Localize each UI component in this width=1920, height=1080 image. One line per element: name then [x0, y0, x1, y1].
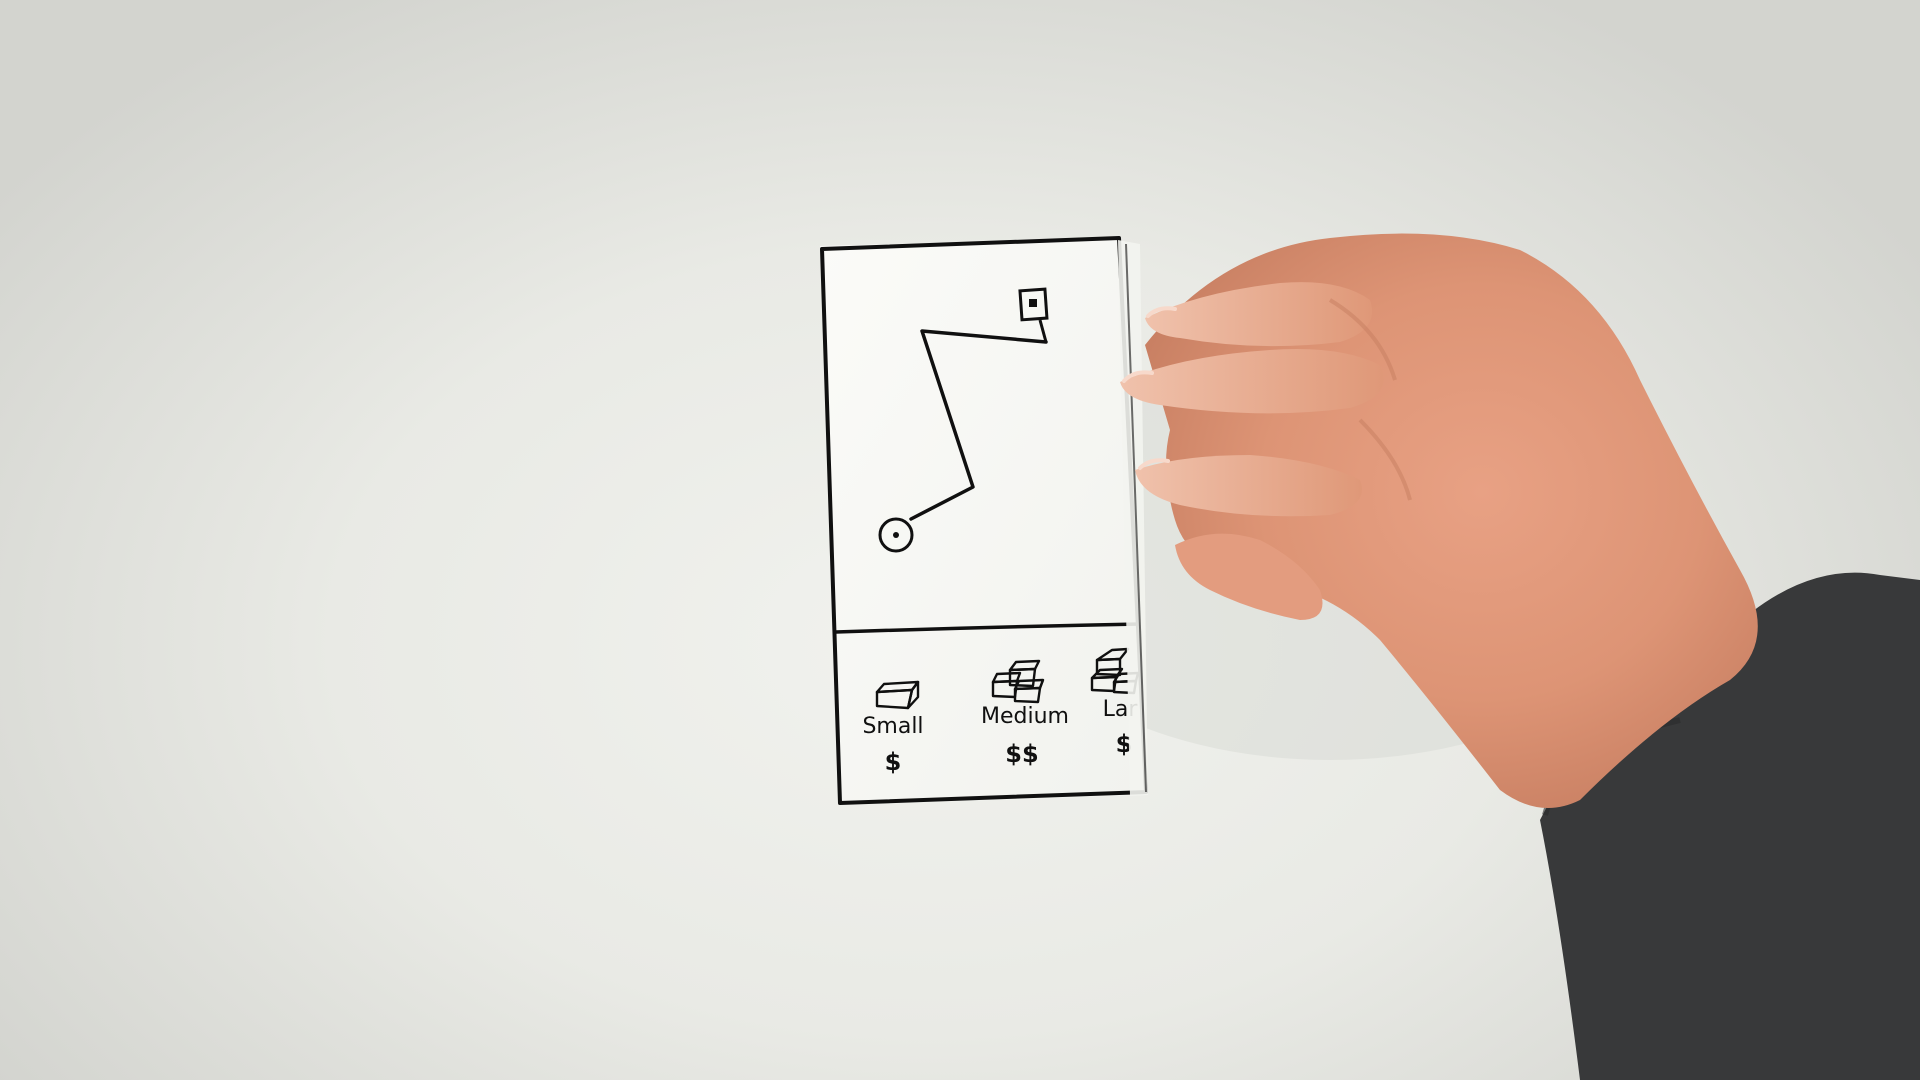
middle-finger	[1120, 349, 1384, 414]
map-divider	[835, 622, 1141, 634]
square-pin-icon[interactable]	[1018, 287, 1049, 322]
circle-dot-icon[interactable]	[878, 517, 914, 553]
thumb	[1175, 533, 1323, 620]
option-label: Medium	[981, 704, 1069, 729]
option-price: $	[885, 748, 902, 776]
stacked-boxes-icon	[991, 659, 1045, 704]
hand	[1120, 233, 1920, 1080]
small-box-icon	[875, 680, 920, 710]
paper-prototype: Small $ Medium $$	[820, 236, 1148, 805]
option-small[interactable]: Small $	[862, 680, 924, 776]
route-line	[909, 329, 1048, 521]
index-finger	[1145, 282, 1372, 347]
ring-finger	[1135, 455, 1362, 517]
option-medium[interactable]: Medium $$	[981, 659, 1069, 768]
route-pin-stem	[1038, 319, 1048, 343]
option-label: Small	[862, 714, 923, 739]
option-price: $$	[1005, 740, 1038, 768]
paper-sheet	[820, 238, 1148, 805]
map-view[interactable]	[878, 287, 1049, 553]
paper-slide-line	[1125, 243, 1147, 793]
option-price: $	[1116, 730, 1133, 758]
